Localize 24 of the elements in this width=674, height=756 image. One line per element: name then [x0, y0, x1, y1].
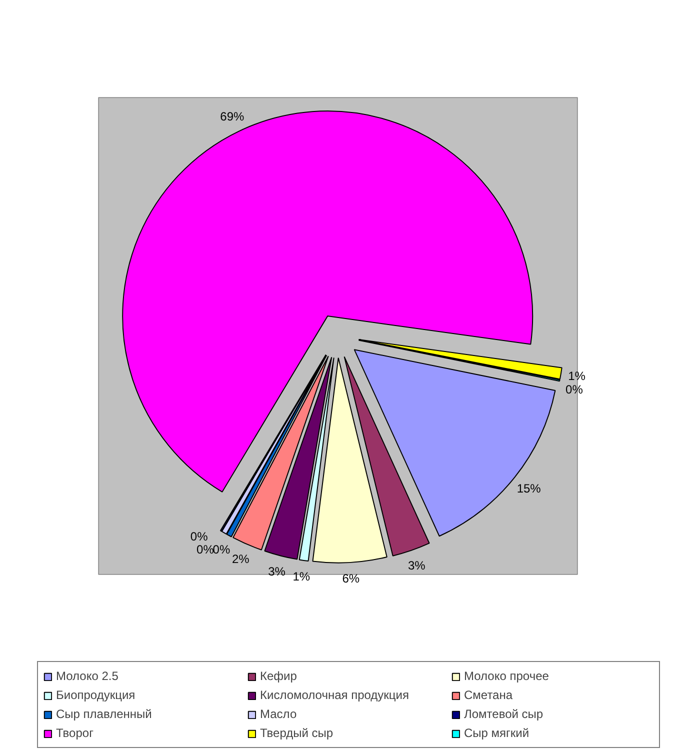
- data-label: 2%: [232, 552, 250, 566]
- data-label: 6%: [342, 572, 360, 586]
- legend-label: Масло: [260, 706, 298, 723]
- data-label: 1%: [292, 569, 310, 584]
- legend-label: Твердый сыр: [260, 725, 334, 742]
- legend-label: Творог: [56, 725, 94, 742]
- data-label: 1%: [568, 369, 586, 384]
- data-label: 69%: [220, 110, 245, 124]
- legend-label: Кефир: [260, 668, 298, 685]
- legend-label: Молоко прочее: [464, 668, 550, 685]
- data-label: 0%: [190, 530, 208, 544]
- data-label: 0%: [196, 542, 214, 557]
- legend-label: Сыр плавленный: [56, 706, 153, 723]
- legend-label: Сыр мягкий: [464, 725, 530, 742]
- legend-label: Молоко 2.5: [56, 668, 120, 685]
- legend-label: Сметана: [464, 687, 514, 704]
- data-label: 0%: [212, 542, 230, 557]
- data-label: 3%: [408, 558, 426, 573]
- legend-label: Кисломолочная продукция: [260, 687, 410, 704]
- data-label: 0%: [566, 382, 584, 396]
- data-label: 15%: [516, 481, 542, 496]
- data-label: 3%: [268, 564, 286, 578]
- legend-label: Биопродукция: [56, 687, 136, 704]
- legend-label: Ломтевой сыр: [464, 706, 544, 723]
